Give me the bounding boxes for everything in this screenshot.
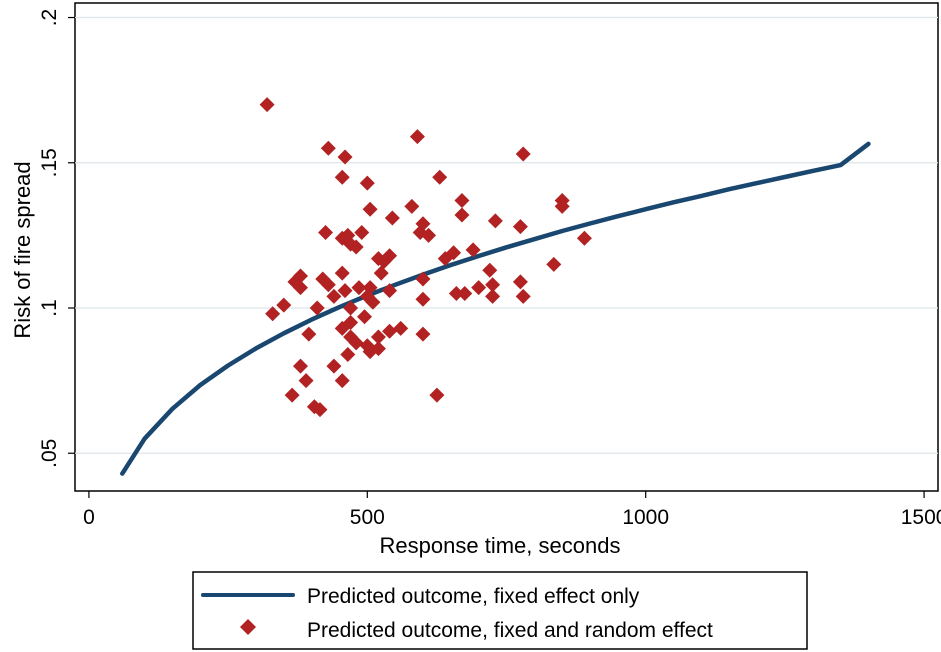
data-point-diamond [334,373,350,389]
data-point-diamond [265,306,281,322]
data-point-diamond [292,358,308,374]
legend-label-fixed-effect: Predicted outcome, fixed effect only [307,585,640,608]
x-axis-title: Response time, seconds [380,533,621,558]
data-point-diamond [292,280,308,296]
legend-box [192,571,808,650]
data-point-diamond [415,271,431,287]
data-point-diamond [362,344,378,360]
data-point-diamond [515,288,531,304]
y-tick-label: .05 [38,439,61,468]
data-point-diamond [318,224,334,240]
data-point-diamond [309,300,325,316]
data-point-diamond [437,251,453,267]
y-tick-label: .15 [38,148,61,177]
data-point-diamond [465,242,481,258]
data-point-diamond [348,239,364,255]
data-point-diamond [409,129,425,145]
data-point-diamond [382,323,398,339]
data-point-diamond [487,213,503,229]
data-point-diamond [348,335,364,351]
data-point-diamond [546,256,562,272]
fixed-effect-line [120,141,871,476]
legend-label-fixed-random-effect: Predicted outcome, fixed and random effe… [307,619,713,642]
y-tick-label: .2 [38,9,61,27]
data-point-diamond [354,224,370,240]
data-point-diamond [301,326,317,342]
data-point-diamond [334,265,350,281]
data-point-diamond [373,265,389,281]
data-point-diamond [512,274,528,290]
x-tick-label: 500 [350,506,385,529]
data-point-diamond [312,402,328,418]
y-tick-label: .1 [38,299,61,317]
data-point-diamond [421,227,437,243]
x-tick-label: 0 [83,506,95,529]
data-point-diamond [376,254,392,270]
data-point-diamond [382,283,398,299]
data-point-diamond [482,262,498,278]
data-point-diamond [384,210,400,226]
data-point-diamond [370,329,386,345]
data-point-diamond [432,169,448,185]
data-point-diamond [448,285,464,301]
data-point-diamond [326,288,342,304]
data-point-diamond [340,346,356,362]
data-point-diamond [337,283,353,299]
data-point-diamond [362,201,378,217]
data-point-diamond [382,248,398,264]
data-point-diamond [457,285,473,301]
data-point-diamond [404,198,420,214]
data-point-diamond [320,140,336,156]
data-point-diamond [393,320,409,336]
data-point-diamond [454,193,470,209]
data-point-diamond [454,207,470,223]
data-point-diamond [259,97,275,113]
data-point-diamond [351,280,367,296]
data-point-diamond [365,294,381,310]
x-tick-label: 1500 [901,506,941,529]
data-point-diamond [326,358,342,374]
data-point-diamond [471,280,487,296]
data-point-diamond [334,320,350,336]
fixed-effect-line-layer [120,141,871,476]
legend: Predicted outcome, fixed effect only Pre… [192,571,808,650]
data-point-diamond [284,387,300,403]
gridlines [75,16,938,454]
x-tick-label: 1000 [622,506,669,529]
data-point-diamond [512,219,528,235]
data-point-diamond [320,277,336,293]
data-point-diamond [334,169,350,185]
data-point-diamond [298,373,314,389]
data-point-diamond [357,309,373,325]
data-point-diamond [554,198,570,214]
data-point-diamond [337,149,353,165]
random-effect-points-layer [259,97,592,418]
data-point-diamond [276,297,292,313]
data-point-diamond [515,146,531,162]
y-axis-title: Risk of fire spread [10,161,35,338]
data-point-diamond [576,230,592,246]
data-point-diamond [415,291,431,307]
data-point-diamond [429,387,445,403]
data-point-diamond [485,288,501,304]
data-point-diamond [343,300,359,316]
data-point-diamond [359,175,375,191]
data-point-diamond [485,277,501,293]
data-point-diamond [415,326,431,342]
axes: .05 .1 .15 .2 0 500 1000 1500 [38,9,941,529]
legend-diamond-swatch [240,619,256,635]
